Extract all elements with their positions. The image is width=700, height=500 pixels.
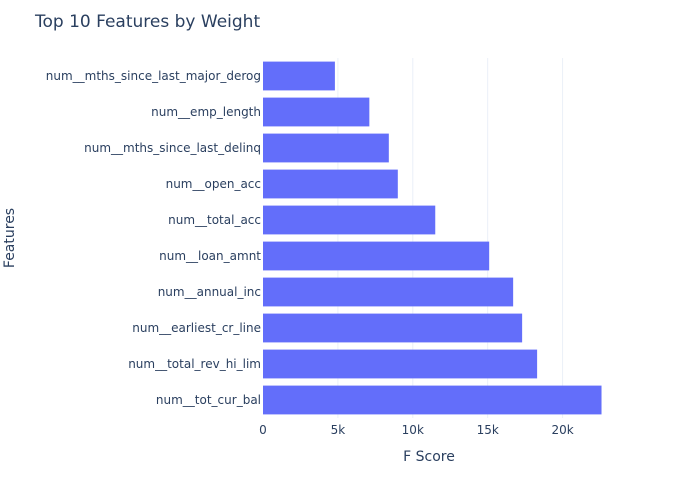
x-axis-title: F Score — [403, 449, 455, 465]
bar-num__mths_since_last_major_derog[interactable] — [263, 61, 335, 91]
y-tick-label: num__open_acc — [166, 177, 261, 191]
x-tick-label: 20k — [551, 423, 573, 437]
bar-num__emp_length[interactable] — [263, 97, 370, 127]
bar-num__total_acc[interactable] — [263, 205, 436, 235]
bar-num__open_acc[interactable] — [263, 169, 398, 199]
bar-num__annual_inc[interactable] — [263, 277, 514, 307]
y-tick-label: num__earliest_cr_line — [132, 321, 261, 335]
x-tick-label: 5k — [331, 423, 346, 437]
y-tick-label: num__total_acc — [168, 213, 261, 227]
y-tick-label: num__emp_length — [151, 105, 261, 119]
y-tick-label: num__loan_amnt — [159, 249, 261, 263]
bar-num__mths_since_last_delinq[interactable] — [263, 133, 389, 163]
bar-num__total_rev_hi_lim[interactable] — [263, 349, 538, 379]
y-tick-label: num__mths_since_last_major_derog — [46, 69, 261, 83]
bar-num__tot_cur_bal[interactable] — [263, 385, 602, 415]
bar-num__earliest_cr_line[interactable] — [263, 313, 523, 343]
y-axis-title: Features — [2, 208, 18, 268]
chart-title: Top 10 Features by Weight — [35, 12, 261, 32]
y-tick-label: num__mths_since_last_delinq — [84, 141, 261, 155]
y-tick-label: num__total_rev_hi_lim — [128, 357, 261, 371]
y-tick-label: num__annual_inc — [158, 285, 261, 299]
y-tick-label: num__tot_cur_bal — [156, 393, 261, 407]
x-tick-label: 0 — [259, 423, 267, 437]
x-tick-label: 10k — [402, 423, 424, 437]
bar-num__loan_amnt[interactable] — [263, 241, 490, 271]
x-tick-label: 15k — [477, 423, 499, 437]
